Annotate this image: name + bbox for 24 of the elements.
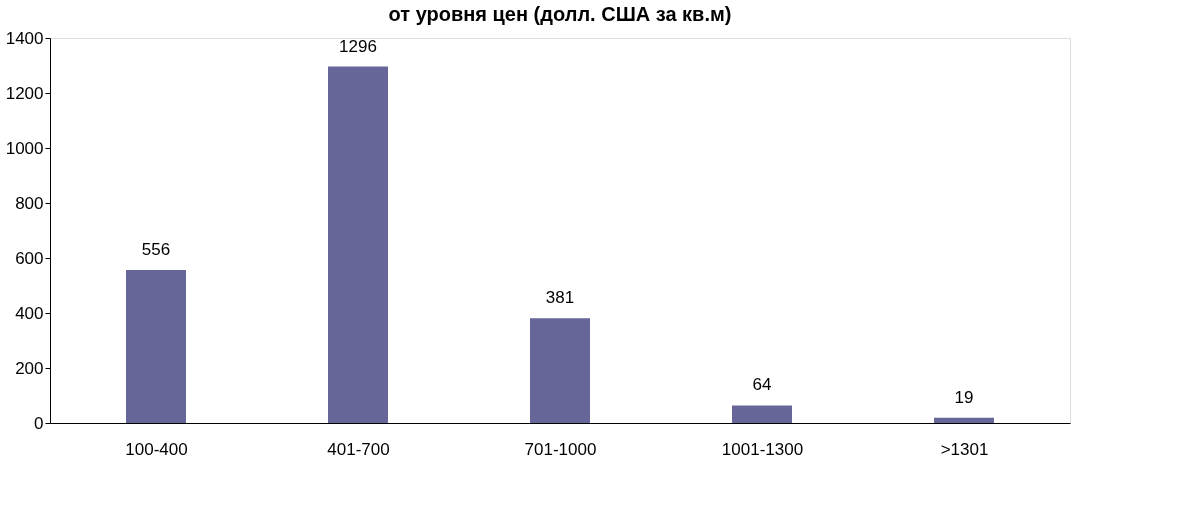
x-tick-label: 701-1000 (524, 439, 597, 459)
data-label: 1296 (339, 36, 377, 56)
chart-title: от уровня цен (долл. США за кв.м) (388, 3, 732, 25)
y-tick-label: 400 (15, 303, 44, 323)
y-tick-label: 600 (15, 248, 44, 268)
bar (530, 318, 590, 423)
x-tick-label: >1301 (940, 439, 989, 459)
data-label: 19 (954, 387, 974, 407)
y-tick-label: 1000 (5, 138, 44, 158)
bar (126, 270, 186, 423)
y-tick-label: 1200 (5, 83, 44, 103)
y-tick-label: 0 (34, 413, 44, 433)
bar (934, 417, 994, 423)
data-label: 381 (545, 288, 575, 308)
x-tick-label: 401-700 (327, 439, 390, 459)
bar (732, 405, 792, 423)
x-tick-label: 1001-1300 (721, 439, 804, 459)
bar (328, 66, 388, 423)
data-label: 556 (141, 240, 171, 260)
x-tick-label: 100-400 (125, 439, 188, 459)
y-tick-label: 800 (15, 193, 44, 213)
y-tick-label: 1400 (5, 28, 44, 48)
y-tick-label: 200 (15, 358, 44, 378)
data-label: 64 (752, 375, 772, 395)
